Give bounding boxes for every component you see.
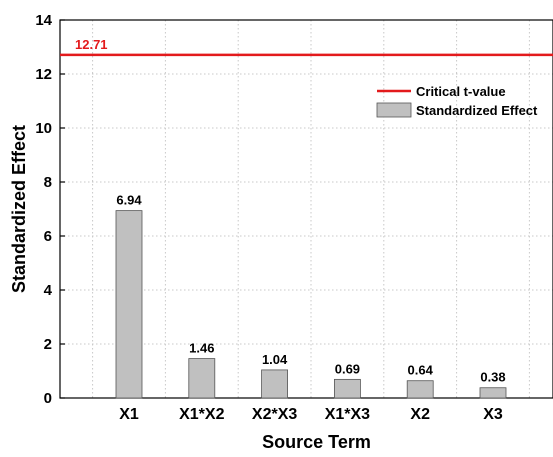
- bar-value-label: 0.64: [408, 363, 434, 378]
- critical-t-value-label: 12.71: [75, 37, 108, 52]
- bar-value-label: 0.38: [480, 370, 505, 385]
- bar-value-label: 1.46: [189, 341, 214, 356]
- y-tick-label: 10: [35, 120, 52, 137]
- y-tick-label: 14: [35, 12, 52, 29]
- reference-line-group: 12.71: [60, 37, 553, 57]
- x-tick-label: X2*X3: [252, 406, 297, 423]
- x-axis-title: Source Term: [262, 432, 371, 452]
- x-tick-label: X2: [410, 406, 430, 423]
- legend-label-standardized-effect: Standardized Effect: [416, 103, 538, 118]
- x-tick-label: X1*X2: [179, 406, 224, 423]
- legend: Critical t-value Standardized Effect: [376, 84, 538, 118]
- y-tick-label: 6: [44, 228, 52, 245]
- y-axis-ticks: 0 2 4 6 8 10 12 14: [35, 12, 65, 407]
- bar-value-label: 1.04: [262, 352, 288, 367]
- grid: [60, 20, 553, 398]
- legend-bar-swatch: [376, 102, 412, 118]
- y-axis-title: Standardized Effect: [9, 125, 29, 293]
- bar: [188, 358, 216, 399]
- x-tick-label: X1*X3: [325, 406, 370, 423]
- y-tick-label: 2: [44, 336, 52, 353]
- y-tick-label: 4: [44, 282, 53, 299]
- bar-value-label: 0.69: [335, 361, 360, 376]
- y-tick-label: 8: [44, 174, 52, 191]
- x-tick-label: X1: [119, 406, 139, 423]
- bar: [115, 210, 143, 399]
- bar: [261, 369, 289, 399]
- bar: [406, 380, 434, 399]
- plot-area: [59, 19, 553, 399]
- bar-value-label: 6.94: [116, 193, 142, 208]
- bar: [333, 378, 361, 399]
- bars: 6.94 X1 1.46 X1*X2 1.04 X2*X3 0.69 X1*X3 0.64 X2 0…: [115, 193, 507, 423]
- x-tick-label: X3: [483, 406, 503, 423]
- y-tick-label: 12: [35, 66, 52, 83]
- y-tick-label: 0: [44, 390, 52, 407]
- bar: [479, 387, 507, 399]
- legend-label-critical-t-value: Critical t-value: [416, 84, 506, 99]
